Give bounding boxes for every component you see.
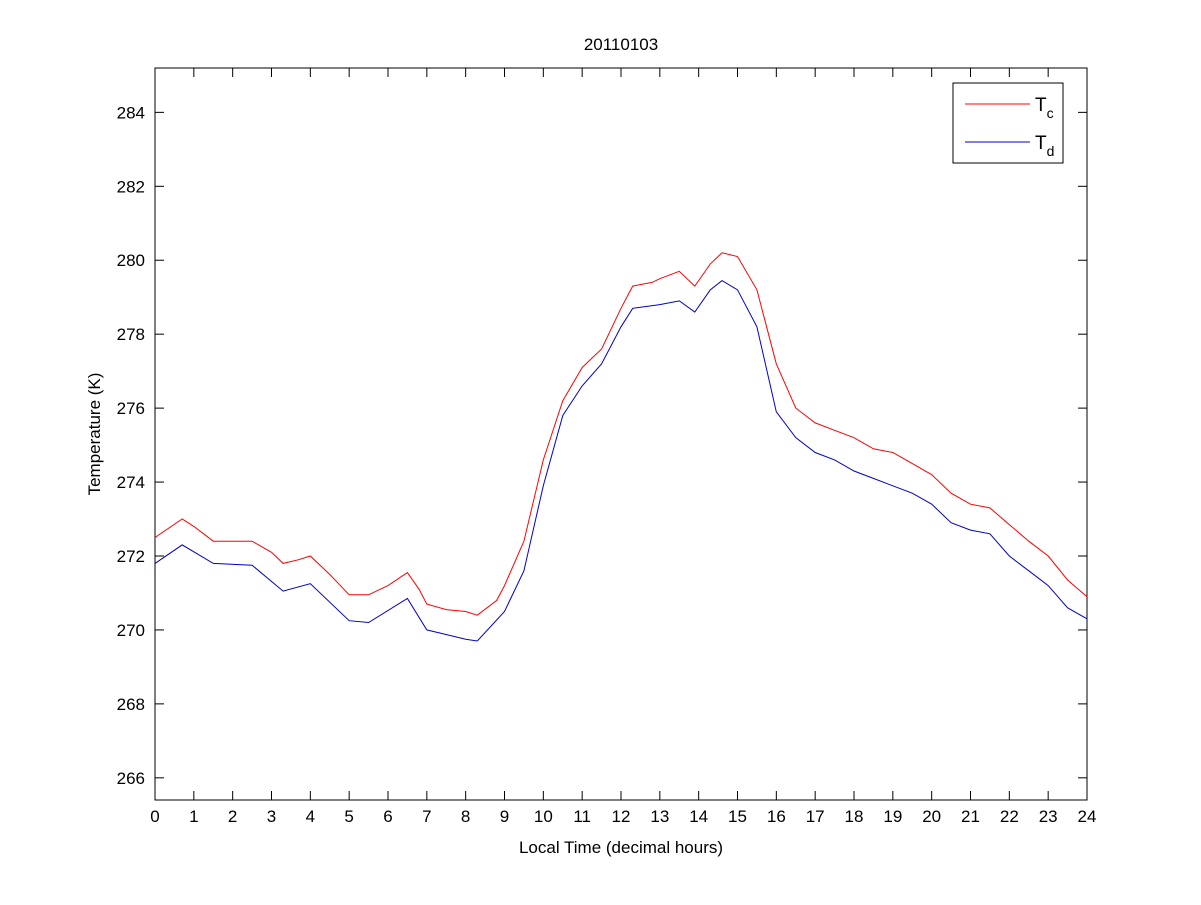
x-tick-label: 10	[534, 807, 553, 826]
y-tick-label: 266	[117, 769, 145, 788]
x-tick-label: 13	[650, 807, 669, 826]
x-tick-label: 16	[767, 807, 786, 826]
legend-label-td: Td	[1035, 133, 1054, 159]
x-tick-label: 11	[573, 807, 591, 826]
y-tick-label: 274	[117, 473, 145, 492]
x-tick-label: 6	[383, 807, 392, 826]
series-line-Td	[154, 279, 1088, 642]
y-tick-label: 276	[117, 399, 145, 418]
x-tick-label: 9	[500, 807, 509, 826]
x-tick-label: 1	[189, 807, 198, 826]
x-tick-label: 2	[228, 807, 237, 826]
x-tick-label: 22	[1000, 807, 1019, 826]
x-tick-label: 7	[422, 807, 431, 826]
plot-area	[154, 67, 1088, 801]
x-axis-label: Local Time (decimal hours)	[519, 838, 723, 857]
x-tick-label: 14	[689, 807, 708, 826]
x-tick-label: 21	[961, 807, 980, 826]
x-tick-label: 17	[806, 807, 825, 826]
chart-title: 20110103	[584, 35, 658, 54]
y-tick-label: 272	[117, 547, 145, 566]
x-tick-label: 5	[344, 807, 353, 826]
x-tick-label: 4	[306, 807, 315, 826]
x-tick-label: 19	[883, 807, 902, 826]
x-tick-label: 12	[612, 807, 631, 826]
y-tick-label: 278	[117, 325, 145, 344]
x-tick-label: 0	[150, 807, 159, 826]
y-tick-label: 284	[117, 103, 145, 122]
y-tick-label: 270	[117, 621, 145, 640]
x-tick-label: 18	[845, 807, 864, 826]
x-tick-label: 24	[1078, 807, 1097, 826]
x-tick-label: 3	[267, 807, 276, 826]
x-tick-label: 8	[461, 807, 470, 826]
legend-label-tc: Tc	[1035, 95, 1054, 121]
series-line-Tc	[154, 252, 1088, 616]
x-tick-label: 23	[1039, 807, 1058, 826]
y-axis-label: Temperature (K)	[85, 373, 104, 496]
legend: Tc Td	[952, 82, 1064, 164]
x-tick-label: 15	[728, 807, 747, 826]
y-tick-label: 282	[117, 177, 145, 196]
y-tick-label: 268	[117, 695, 145, 714]
y-tick-label: 280	[117, 251, 145, 270]
x-tick-label: 20	[922, 807, 941, 826]
